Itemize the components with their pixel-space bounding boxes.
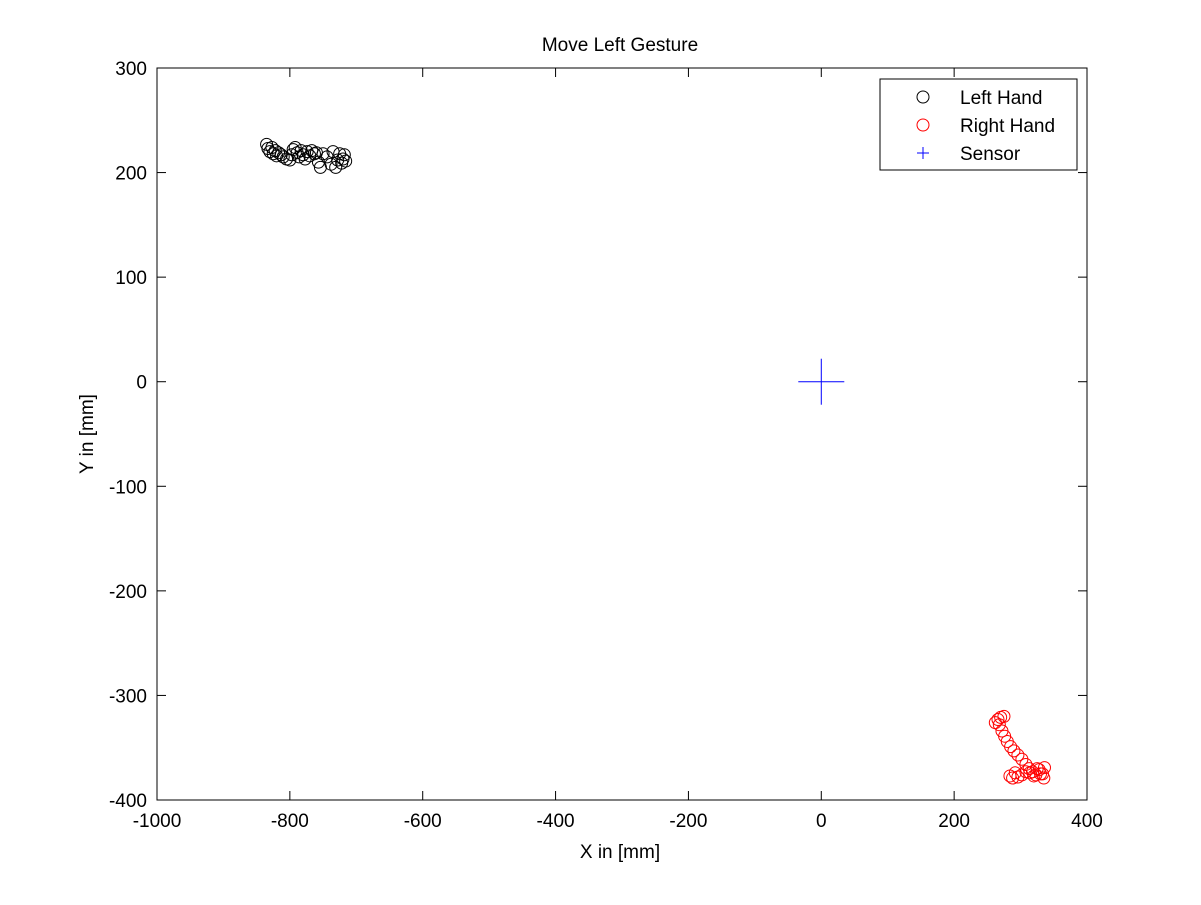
right-hand-point — [1003, 769, 1017, 783]
left-hand-point — [307, 147, 321, 161]
left-hand-point — [288, 140, 302, 154]
y-axis-label: Y in [mm] — [77, 394, 98, 474]
right-hand-point — [991, 712, 1005, 726]
left-hand-point — [270, 149, 284, 163]
right-hand-point — [1011, 770, 1025, 784]
right-hand-point — [992, 718, 1006, 732]
x-tick-label: -1000 — [133, 811, 182, 832]
legend-label-left-hand: Left Hand — [960, 88, 1042, 109]
marks-layer — [260, 137, 1051, 785]
ticks-layer: -1000 -800 -600 -400 -200 0 200 400-400-300-200… — [109, 59, 1103, 832]
legend-entries: Left Hand Right Hand Sensor — [916, 88, 1055, 165]
x-tick-label: -200 — [669, 811, 707, 832]
y-tick-label: 100 — [115, 268, 147, 289]
y-tick-label: 0 — [136, 373, 147, 394]
legend-entry-right-hand: Right Hand — [916, 116, 1055, 137]
left-hand-point — [324, 157, 338, 171]
legend-label-right-hand: Right Hand — [960, 116, 1055, 137]
y-tick-label: -200 — [109, 582, 147, 603]
y-tick-label: -400 — [109, 791, 147, 812]
legend-swatch-left-hand — [916, 90, 930, 104]
legend-entry-sensor: Sensor — [917, 144, 1021, 165]
y-tick-label: 200 — [115, 164, 147, 185]
right-hand-point — [1037, 771, 1051, 785]
x-tick-label: 0 — [816, 811, 827, 832]
y-tick-label: -100 — [109, 477, 147, 498]
x-tick-label: -600 — [404, 811, 442, 832]
left-hand-point — [285, 148, 299, 162]
left-hand-point — [331, 153, 345, 167]
left-hand-point — [316, 147, 330, 161]
left-hand-point — [300, 145, 314, 159]
right-hand-point — [1004, 740, 1018, 754]
x-tick-label: -800 — [271, 811, 309, 832]
chart-title: Move Left Gesture — [542, 35, 698, 56]
right-hand-point — [997, 709, 1011, 723]
left-hand-point — [337, 148, 351, 162]
y-tick-label: -300 — [109, 686, 147, 707]
left-hand-point — [276, 150, 290, 164]
right-hand-point — [1037, 761, 1051, 775]
right-hand-point — [1011, 748, 1025, 762]
right-hand-point — [1006, 771, 1020, 785]
axes-box — [156, 67, 1088, 801]
x-tick-label: 200 — [938, 811, 970, 832]
legend-box — [879, 78, 1078, 171]
right-hand-point — [1007, 744, 1021, 758]
sensor-marker — [798, 358, 845, 405]
x-axis-label: X in [mm] — [580, 842, 660, 863]
left-hand-point — [265, 140, 279, 154]
x-tick-label: -400 — [537, 811, 575, 832]
legend-swatch-right-hand — [916, 118, 930, 132]
x-tick-label: 400 — [1071, 811, 1103, 832]
left-hand-point — [272, 146, 286, 160]
legend-entry-left-hand: Left Hand — [916, 88, 1042, 109]
legend-label-sensor: Sensor — [960, 144, 1021, 165]
left-hand-point — [266, 147, 280, 161]
y-tick-label: 300 — [115, 59, 147, 80]
legend: Left Hand Right Hand Sensor — [879, 78, 1078, 171]
left-hand-point — [339, 154, 353, 168]
